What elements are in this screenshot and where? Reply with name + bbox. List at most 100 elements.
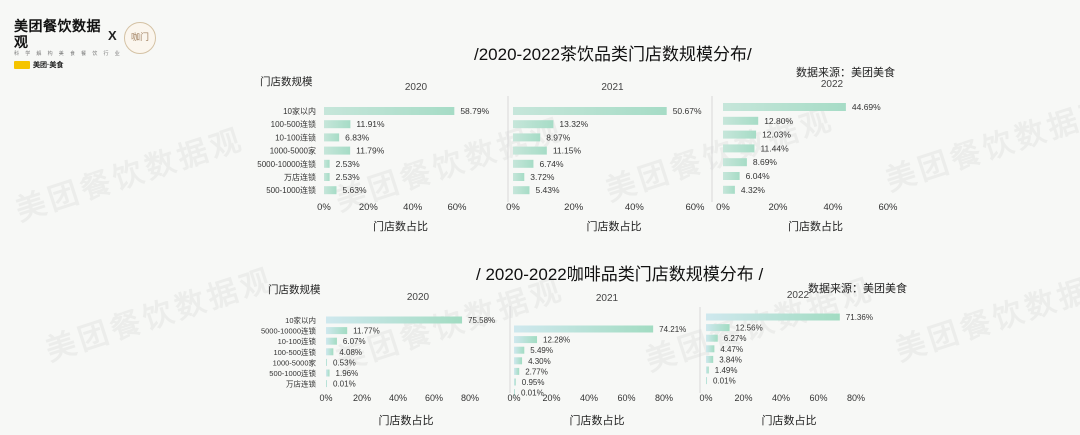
bar-1-1-2 [514,346,525,354]
data-label-0-1-2: 8.97% [546,132,571,142]
tick-label-1-0-3: 60% [425,393,443,403]
data-label-0-2-6: 4.32% [741,185,766,195]
collab-x: X [108,28,117,43]
bar-0-0-0 [324,107,455,115]
tick-label-1-2-4: 80% [847,393,865,403]
tick-label-0-0-1: 20% [359,202,379,213]
data-label-0-2-5: 6.04% [746,171,771,181]
data-label-0-2-3: 11.44% [760,143,789,153]
bar-1-1-5 [514,378,516,386]
tick-label-1-1-3: 60% [617,393,635,403]
bar-0-2-1 [723,116,759,125]
coffee-y-title: 门店数规模 [268,284,321,296]
year-label-0-0: 2020 [405,82,428,93]
logo-title: 美团餐饮数据观 [14,18,101,50]
data-label-1-0-5: 1.96% [336,369,359,378]
data-label-1-2-0: 71.36% [846,313,873,322]
x-axis-title-0-1: 门店数占比 [587,219,642,233]
tick-label-0-1-1: 20% [564,202,584,213]
partner-logo-text: 咖门 [130,32,149,42]
bar-1-1-4 [514,367,520,375]
tick-label-0-1-0: 0% [506,202,520,213]
bar-1-1-3 [514,357,523,365]
category-label-1-0: 10家以内 [285,315,316,325]
tick-label-0-1-2: 40% [625,202,645,213]
year-label-0-1: 2021 [601,82,624,93]
bar-1-0-1 [326,327,348,335]
data-label-1-0-0: 75.58% [468,316,495,325]
bar-0-2-3 [723,144,755,153]
data-label-0-2-2: 12.03% [762,130,791,140]
tick-label-1-0-0: 0% [319,393,332,403]
bar-0-1-6 [513,186,530,195]
data-label-1-1-0: 74.21% [659,325,686,334]
data-label-0-0-5: 2.53% [336,172,361,182]
bar-0-0-6 [324,186,337,195]
bar-0-2-6 [723,185,735,194]
bar-0-0-5 [324,173,330,181]
bar-1-1-6 [514,389,515,397]
tick-label-1-2-1: 20% [734,393,752,403]
category-label-0-5: 万店连锁 [284,172,316,182]
data-label-0-1-6: 5.43% [535,185,560,195]
tick-label-0-0-2: 40% [403,202,423,213]
bar-1-2-0 [706,313,840,321]
category-label-1-6: 万店连锁 [286,379,316,389]
tea-y-title: 门店数规模 [260,76,313,88]
bar-1-2-6 [706,377,707,385]
bar-1-2-2 [706,334,718,342]
data-label-1-2-3: 4.47% [720,345,743,354]
data-label-0-2-4: 8.69% [753,157,778,167]
data-label-1-2-1: 12.56% [736,324,763,333]
bar-1-2-3 [706,345,715,353]
data-label-0-0-1: 11.91% [356,119,385,129]
bar-1-2-4 [706,355,714,363]
category-label-1-4: 1000-5000家 [273,357,317,367]
tick-label-0-0-3: 60% [447,202,467,213]
bar-0-1-3 [513,146,547,155]
bar-0-1-2 [513,133,541,142]
x-axis-title-0-2: 门店数占比 [788,219,843,233]
x-axis-title-0-0: 门店数占比 [373,219,428,233]
meituan-logo: 美团餐饮数据观 科 学 解 构 美 食 餐 饮 行 业 美团·美食 [14,18,123,70]
bar-0-0-3 [324,146,351,155]
bar-0-2-2 [723,130,757,139]
category-label-1-5: 500-1000连锁 [269,368,316,378]
tick-label-1-1-4: 80% [655,393,673,403]
data-label-1-1-4: 2.77% [525,367,548,376]
bar-0-1-0 [513,107,667,115]
bar-0-2-0 [723,103,846,111]
bar-1-1-0 [514,325,654,333]
data-label-0-1-0: 50.67% [673,106,702,116]
category-label-0-4: 5000-10000连锁 [257,159,316,169]
data-label-0-2-1: 12.80% [764,116,793,126]
data-label-0-0-0: 58.79% [460,106,489,116]
data-label-0-0-6: 5.63% [342,185,367,195]
tick-label-1-0-2: 40% [389,393,407,403]
x-axis-title-1-1: 门店数占比 [570,413,625,427]
category-label-0-3: 1000-5000家 [270,146,316,156]
bar-1-0-6 [326,380,327,388]
category-label-0-0: 10家以内 [283,106,316,116]
bar-0-1-4 [513,159,534,168]
brand-icon [14,61,30,69]
data-label-1-1-5: 0.95% [522,378,545,387]
bar-0-2-4 [723,158,747,167]
data-label-0-1-5: 3.72% [530,172,555,182]
bar-1-0-3 [326,348,334,356]
bar-0-0-4 [324,159,330,168]
year-label-0-2: 2022 [821,79,844,90]
data-label-0-1-1: 13.32% [559,119,588,129]
data-label-1-1-3: 4.30% [528,357,551,366]
bar-0-2-5 [723,172,740,180]
logo-subtitle: 科 学 解 构 美 食 餐 饮 行 业 [14,51,123,57]
tick-label-1-2-2: 40% [772,393,790,403]
data-label-1-1-2: 5.49% [530,346,553,355]
tick-label-1-2-0: 0% [699,393,712,403]
tick-label-0-0-0: 0% [317,202,331,213]
coffee-chart-title: / 2020-2022咖啡品类门店数规模分布 / [476,265,764,284]
data-label-1-1-6: 0.01% [521,389,544,398]
category-label-1-2: 10-100连锁 [278,336,317,346]
tick-label-0-2-1: 20% [768,202,788,213]
